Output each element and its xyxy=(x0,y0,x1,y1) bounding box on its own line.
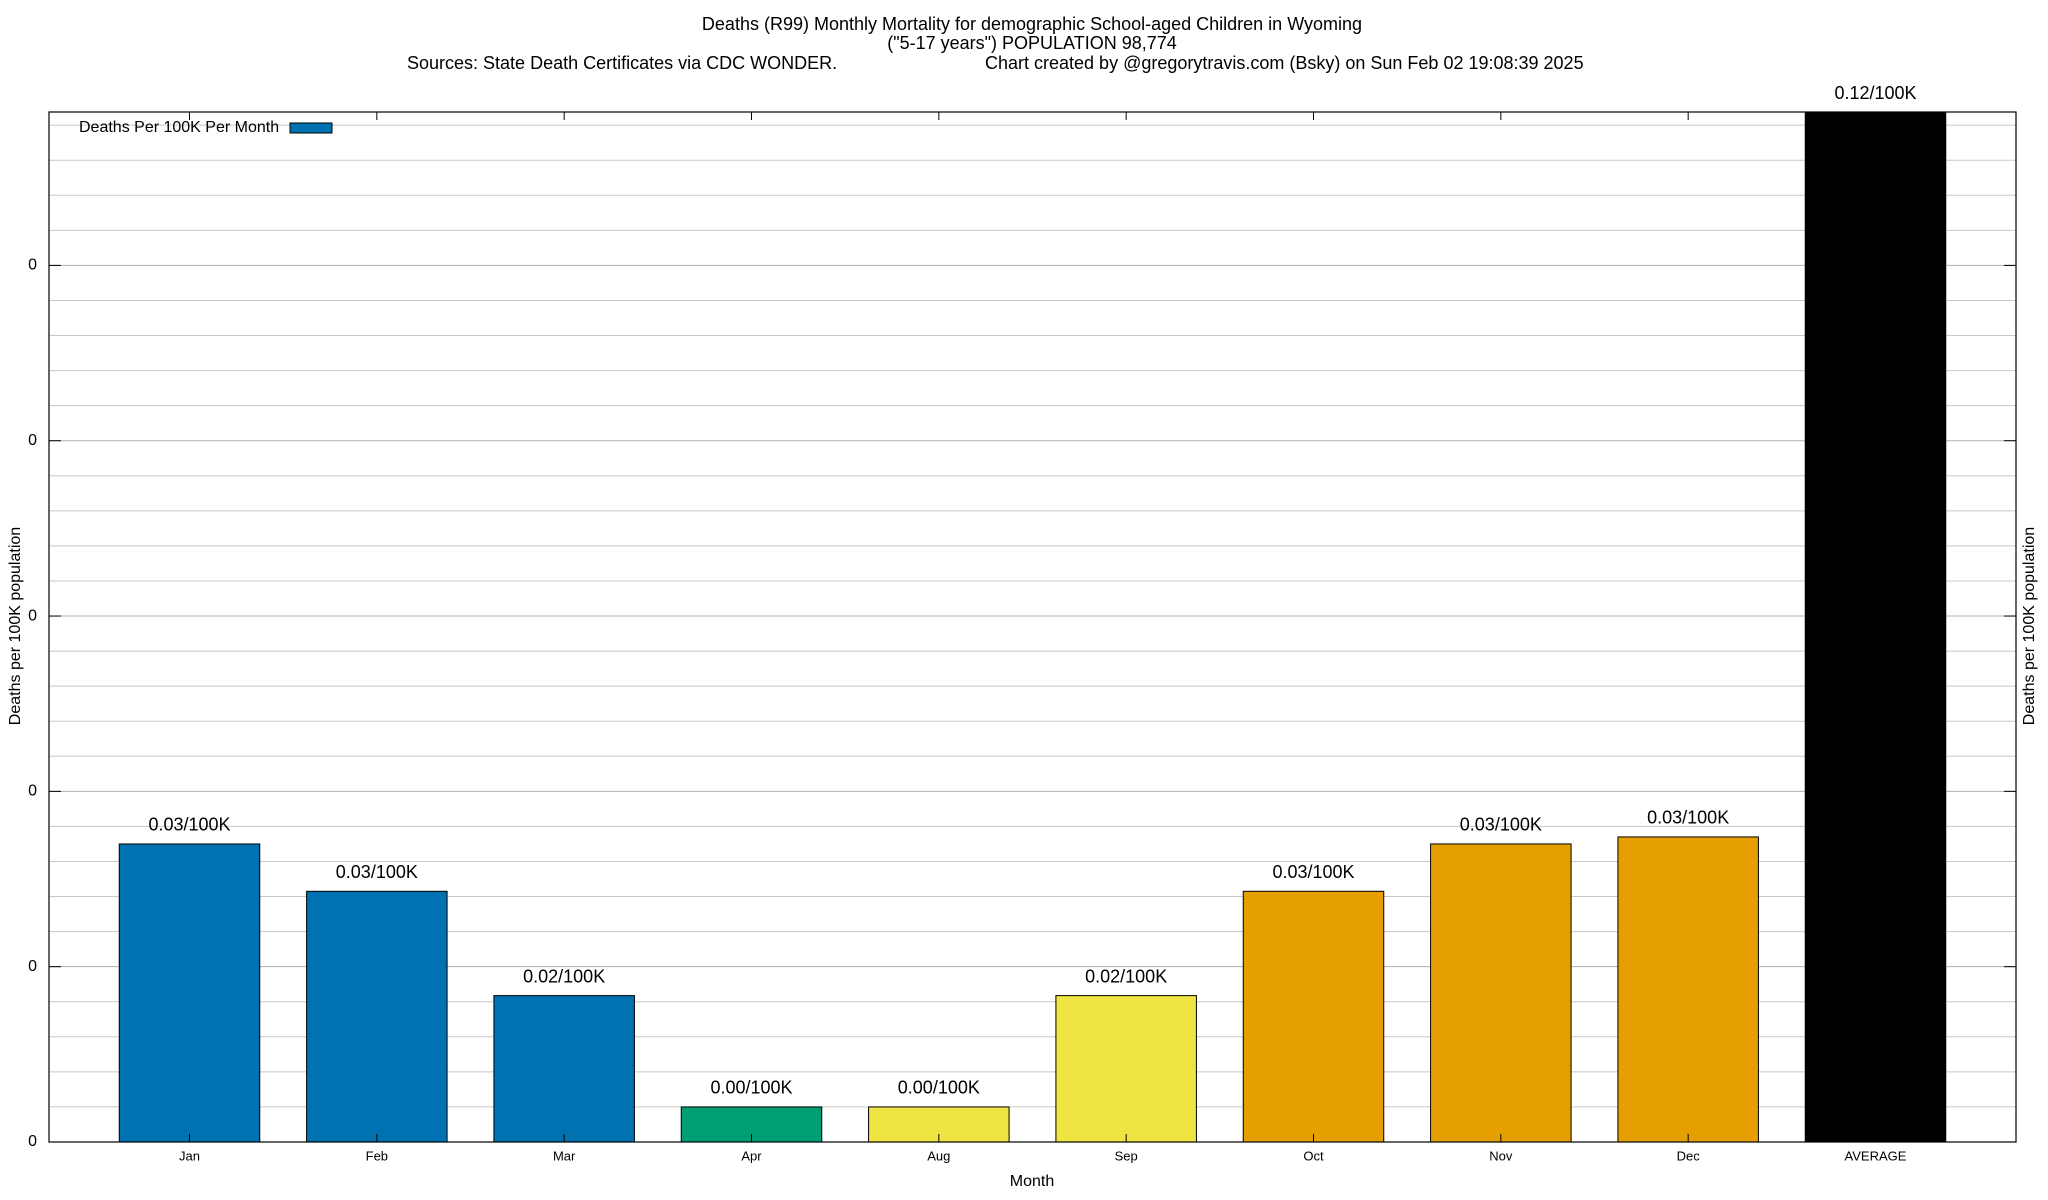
value-label: 0.03/100K xyxy=(1460,815,1542,835)
value-label: 0.03/100K xyxy=(336,862,418,882)
bar xyxy=(1242,890,1385,1142)
bar xyxy=(1055,995,1197,1142)
bar xyxy=(493,995,635,1142)
chart-subtitle: ("5-17 years") POPULATION 98,774 xyxy=(887,33,1177,53)
value-label: 0.00/100K xyxy=(710,1078,792,1098)
x-tick-label: Sep xyxy=(1115,1148,1138,1163)
y-tick-label: 0 xyxy=(28,432,37,449)
bar xyxy=(306,890,448,1142)
x-tick-label: Oct xyxy=(1303,1148,1324,1163)
plot-border xyxy=(48,111,2017,1143)
x-tick-label: Aug xyxy=(927,1148,950,1163)
x-tick-label: Feb xyxy=(366,1148,388,1163)
bar xyxy=(118,843,261,1142)
value-label: 0.03/100K xyxy=(1272,862,1354,882)
y-tick-label: 0 xyxy=(28,783,37,800)
value-label: 0.02/100K xyxy=(523,966,605,986)
y-axis-label: Deaths per 100K population xyxy=(7,527,24,725)
credit: Chart created by @gregorytravis.com (Bsk… xyxy=(985,53,1584,73)
value-label: 0.00/100K xyxy=(898,1078,980,1098)
value-label: 0.03/100K xyxy=(1647,808,1729,828)
legend-label: Deaths Per 100K Per Month xyxy=(79,119,279,136)
chart-title: Deaths (R99) Monthly Mortality for demog… xyxy=(702,14,1362,34)
x-tick-label: Dec xyxy=(1677,1148,1701,1163)
y-tick-label: 0 xyxy=(28,1133,37,1150)
x-tick-label: Jan xyxy=(179,1148,200,1163)
x-tick-label: Nov xyxy=(1489,1148,1513,1163)
x-tick-label: Mar xyxy=(553,1148,576,1163)
bar xyxy=(1617,836,1759,1142)
y-tick-label: 0 xyxy=(28,607,37,624)
bar xyxy=(1430,843,1572,1142)
legend-swatch xyxy=(289,122,333,134)
y-tick-label: 0 xyxy=(28,958,37,975)
x-axis-label: Month xyxy=(1010,1173,1054,1190)
value-label: 0.02/100K xyxy=(1085,966,1167,986)
y2-axis-label: Deaths per 100K population xyxy=(2021,527,2038,725)
y-tick-label: 0 xyxy=(28,257,37,274)
x-tick-label: AVERAGE xyxy=(1845,1148,1907,1163)
bar xyxy=(1804,112,1947,1142)
value-label: 0.03/100K xyxy=(148,815,230,835)
sources: Sources: State Death Certificates via CD… xyxy=(407,53,837,73)
value-label: 0.12/100K xyxy=(1834,83,1916,103)
x-tick-label: Apr xyxy=(741,1148,762,1163)
